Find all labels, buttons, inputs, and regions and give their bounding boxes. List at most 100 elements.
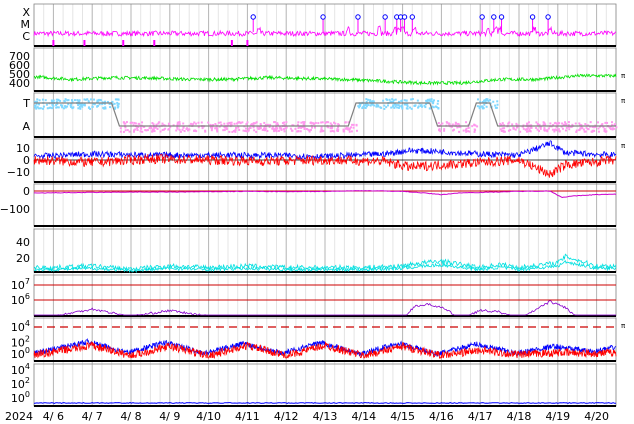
dst-series [34, 190, 617, 199]
sector-dot [431, 105, 434, 108]
sector-dot [193, 129, 196, 132]
sector-dot [392, 100, 395, 103]
wind-speed-side-label: π [621, 72, 626, 80]
sector-dot [62, 107, 65, 110]
sector-dot [437, 100, 440, 103]
sector-dot [283, 121, 286, 124]
sector-dot [178, 121, 181, 124]
electron-tick-label: 107 [11, 277, 30, 292]
wind-speed-tick-label: 500 [9, 68, 30, 81]
sector-dot [465, 130, 468, 133]
sector-dot [366, 102, 369, 105]
sector-dot [124, 129, 127, 132]
sector-dot [115, 98, 118, 101]
sector-dot [242, 129, 245, 132]
sector-dot [549, 122, 552, 125]
sector-dot [558, 130, 561, 133]
sector-dot [332, 121, 335, 124]
sector-dot [79, 107, 82, 110]
sector-dot [320, 129, 323, 132]
sector-dot [580, 126, 583, 129]
sector-dot [351, 123, 354, 126]
sector-dot [300, 126, 303, 129]
sector-dot [485, 98, 488, 101]
sector-dot [116, 104, 119, 107]
lowflux-tick-label: 104 [11, 362, 30, 377]
sector-dot [119, 130, 122, 133]
sector-dot [236, 121, 239, 124]
sector-dot [499, 128, 502, 131]
sector-dot [157, 122, 160, 125]
sector-dot [538, 130, 541, 133]
sector-dot [331, 129, 334, 132]
sector-dot [413, 104, 416, 107]
sector-dot [77, 100, 80, 103]
sector-dot [383, 104, 386, 107]
sector-dot [371, 100, 374, 103]
sector-dot [544, 123, 547, 126]
sector-dot [348, 130, 351, 133]
sector-dot [579, 123, 582, 126]
sector-dot [241, 121, 244, 124]
sector-dot [132, 124, 135, 127]
sector-dot [416, 99, 419, 102]
sector-dot [146, 129, 149, 132]
sector-dot [176, 126, 179, 129]
sector-dot [567, 121, 570, 124]
sector-dot [155, 123, 158, 126]
index-series-b [33, 260, 617, 274]
sector-dot [283, 123, 286, 126]
sector-dot [336, 130, 339, 133]
sector-dot [57, 106, 60, 109]
sector-dot [333, 130, 336, 133]
sector-dot [78, 106, 81, 109]
sector-dot [551, 128, 554, 131]
sector-dot [527, 121, 530, 124]
sector-dot [458, 124, 461, 127]
sector-dot [225, 128, 228, 131]
sector-dot [567, 123, 570, 126]
sector-dot [81, 105, 84, 108]
sector-dot [560, 125, 563, 128]
sector-dot [108, 102, 111, 105]
sector-dot [503, 127, 506, 130]
sector-dot [70, 105, 73, 108]
sector-dot [349, 127, 352, 130]
sector-dot [368, 101, 371, 104]
sector-dot [395, 103, 398, 106]
sector-dot [593, 129, 596, 132]
sector-dot [330, 123, 333, 126]
sector-dot [535, 126, 538, 129]
sector-dot [69, 104, 72, 107]
sector-dot [609, 125, 612, 128]
sector-dot [430, 98, 433, 101]
sector-dot [364, 106, 367, 109]
sector-dot [452, 128, 455, 131]
sector-dot [344, 121, 347, 124]
wind-speed-tick-label: 600 [9, 59, 30, 72]
sector-dot [308, 130, 311, 133]
sector-dot [244, 129, 247, 132]
sector-dot [313, 126, 316, 129]
sector-dot [285, 125, 288, 128]
sector-dot [512, 127, 515, 130]
sector-dot [161, 122, 164, 125]
sector-dot [522, 125, 525, 128]
sector-dot [462, 129, 465, 132]
sector-dot [36, 98, 39, 101]
sector-dot [239, 122, 242, 125]
sector-dot [593, 126, 596, 129]
sector-dot [277, 123, 280, 126]
sector-dot [182, 122, 185, 125]
sector-dot [367, 104, 370, 107]
sector-dot [525, 130, 528, 133]
sector-dot [223, 122, 226, 125]
sector-dot [539, 127, 542, 130]
sector-dot [363, 104, 366, 107]
sector-dot [547, 127, 550, 130]
sector-dot [257, 127, 260, 130]
sector-dot [209, 126, 212, 129]
imf-side-label: π [621, 142, 626, 150]
sector-dot [350, 130, 353, 133]
